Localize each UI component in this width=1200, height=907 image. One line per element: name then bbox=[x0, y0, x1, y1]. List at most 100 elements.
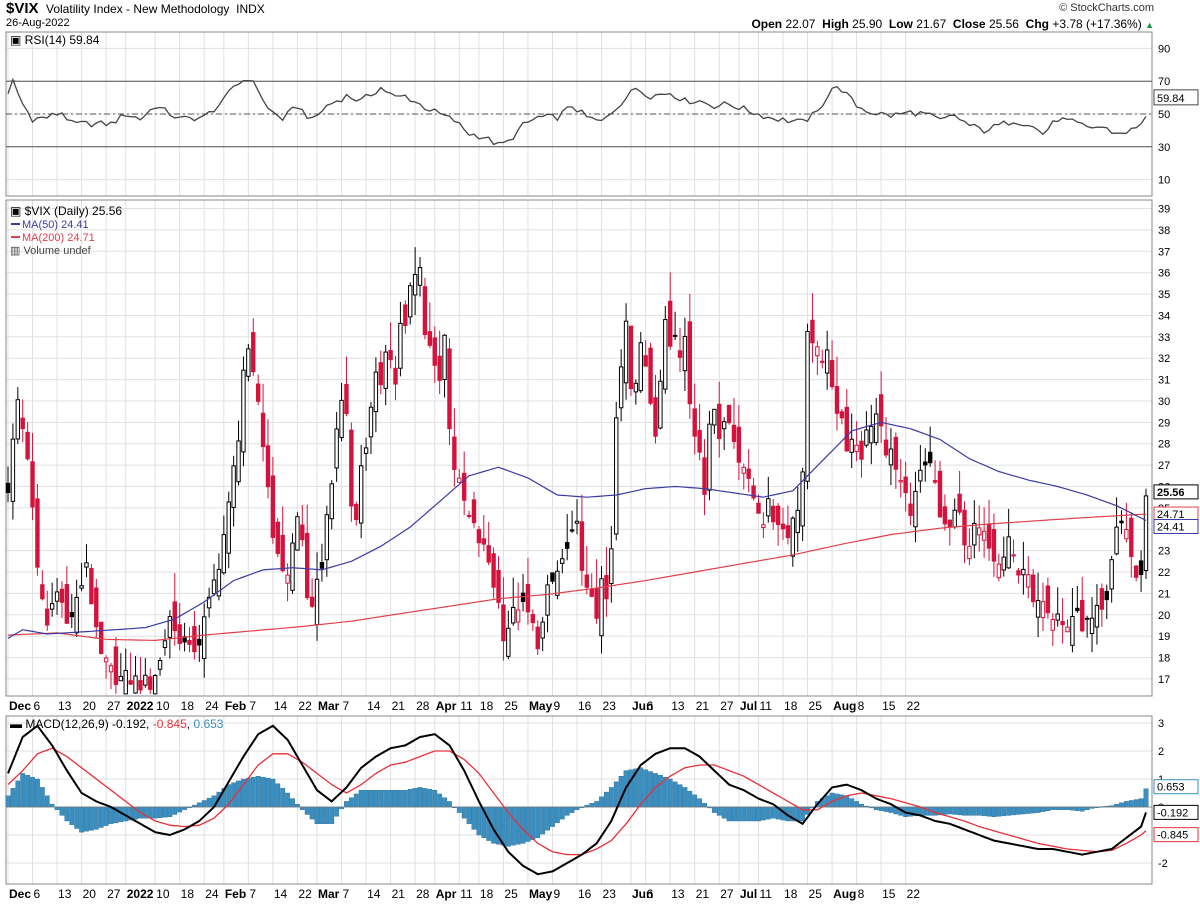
macd-histogram-bar bbox=[736, 806, 742, 822]
y-tick-label-price: 39 bbox=[1158, 204, 1170, 216]
macd-histogram-bar bbox=[74, 806, 80, 829]
macd-histogram-bar bbox=[432, 790, 438, 808]
x-axis-label: 27 bbox=[107, 887, 121, 901]
candle-body bbox=[403, 304, 408, 327]
macd-histogram-bar bbox=[530, 806, 536, 840]
x-axis-label: 9 bbox=[553, 887, 560, 901]
candle-body bbox=[89, 568, 94, 605]
x-axis-label: 23 bbox=[603, 887, 617, 901]
candle-body bbox=[202, 616, 207, 660]
candle-body bbox=[393, 367, 398, 385]
candle-body bbox=[1104, 591, 1109, 601]
candle-body bbox=[653, 397, 658, 437]
candle-body bbox=[874, 413, 879, 443]
candle-body bbox=[442, 334, 447, 380]
macd-histogram-bar bbox=[1138, 798, 1144, 808]
candle-body bbox=[511, 606, 516, 624]
y-tick-label-price: 29 bbox=[1158, 417, 1170, 429]
macd-histogram-bar bbox=[25, 775, 31, 808]
ma50-value-label: 24.41 bbox=[1157, 521, 1185, 533]
macd-histogram-bar bbox=[88, 806, 94, 831]
open-label: Open bbox=[751, 17, 783, 31]
macd-histogram-bar bbox=[329, 806, 335, 824]
candle-body bbox=[1080, 599, 1085, 632]
candle-body bbox=[98, 621, 104, 654]
candle-body bbox=[471, 499, 477, 524]
macd-histogram-bar bbox=[275, 783, 281, 808]
macd-histogram-bar bbox=[206, 797, 212, 808]
macd-histogram-bar bbox=[314, 806, 320, 824]
macd-histogram-bar bbox=[182, 806, 187, 810]
candle-body bbox=[736, 426, 742, 463]
candle-body bbox=[540, 621, 545, 639]
candle-body bbox=[628, 325, 634, 390]
candle-body bbox=[64, 584, 70, 624]
candle-body bbox=[1035, 600, 1041, 618]
x-axis-label: 21 bbox=[392, 699, 406, 713]
candle-body bbox=[143, 674, 148, 686]
macd-histogram-bar bbox=[93, 806, 99, 830]
candle-body bbox=[103, 657, 109, 663]
macd-value-label: -0.192 bbox=[1157, 807, 1188, 819]
y-tick-label-price: 27 bbox=[1158, 460, 1170, 472]
macd-histogram-bar bbox=[1006, 806, 1012, 816]
macd-histogram-bar bbox=[657, 775, 663, 808]
macd-histogram-bar bbox=[59, 806, 65, 816]
candle-body bbox=[520, 592, 526, 603]
macd-histogram-bar bbox=[398, 790, 403, 808]
candle-body bbox=[932, 480, 938, 483]
x-axis-label: 27 bbox=[107, 699, 121, 713]
macd-histogram-bar bbox=[417, 787, 423, 808]
candle-body bbox=[123, 670, 128, 695]
x-axis-label: 21 bbox=[696, 699, 710, 713]
candle-body bbox=[888, 448, 894, 466]
macd-signal-line bbox=[7, 747, 1147, 856]
candle-body bbox=[1055, 613, 1060, 621]
x-axis-label: 11 bbox=[759, 887, 772, 901]
x-axis-label: Feb bbox=[225, 699, 246, 713]
candle-body bbox=[1026, 574, 1031, 588]
macd-histogram-bar bbox=[162, 806, 168, 818]
y-tick-label-price: 37 bbox=[1158, 246, 1170, 258]
y-tick-label-price: 35 bbox=[1158, 289, 1170, 301]
candle-body bbox=[741, 466, 746, 474]
macd-histogram-bar bbox=[290, 798, 295, 808]
x-axis-label: 28 bbox=[416, 699, 430, 713]
change-label: Chg bbox=[1025, 17, 1049, 31]
candle-body bbox=[49, 603, 55, 610]
candle-body bbox=[422, 286, 428, 335]
candle-body bbox=[952, 509, 957, 528]
candle-body bbox=[844, 406, 849, 452]
volume-legend: ▥ Volume undef bbox=[10, 245, 92, 257]
macd-histogram-bar bbox=[69, 806, 75, 825]
candle-body bbox=[942, 506, 948, 525]
candle-body bbox=[383, 351, 388, 389]
candle-body bbox=[525, 584, 531, 613]
candle-body bbox=[211, 579, 217, 595]
macd-histogram-bar bbox=[908, 806, 913, 817]
candle-body bbox=[800, 471, 805, 527]
ma200-line bbox=[7, 513, 1147, 642]
candle-body bbox=[766, 498, 771, 517]
ma50-legend: MA(50) 24.41 bbox=[22, 219, 89, 231]
candle-body bbox=[658, 380, 663, 429]
macd-legend-part: ▬ MACD(12,26,9) -0.192, bbox=[10, 717, 153, 731]
macd-histogram-bar bbox=[942, 806, 948, 815]
x-axis-label: 25 bbox=[504, 887, 518, 901]
candle-body bbox=[148, 676, 153, 690]
macd-histogram-bar bbox=[667, 778, 673, 808]
candle-body bbox=[309, 596, 315, 607]
candle-body bbox=[962, 509, 967, 546]
x-axis-label: 6 bbox=[647, 887, 654, 901]
macd-histogram-bar bbox=[49, 804, 55, 808]
macd-histogram-bar bbox=[64, 806, 70, 822]
x-axis-label: 11 bbox=[759, 699, 772, 713]
ma50-line bbox=[7, 421, 1147, 639]
macd-histogram-bar bbox=[854, 801, 859, 808]
candle-body bbox=[579, 521, 585, 571]
macd-histogram-bar bbox=[746, 806, 752, 822]
candle-body bbox=[854, 444, 859, 453]
macd-histogram-bar bbox=[687, 790, 693, 808]
candle-body bbox=[1124, 529, 1129, 540]
candle-body bbox=[677, 350, 683, 358]
